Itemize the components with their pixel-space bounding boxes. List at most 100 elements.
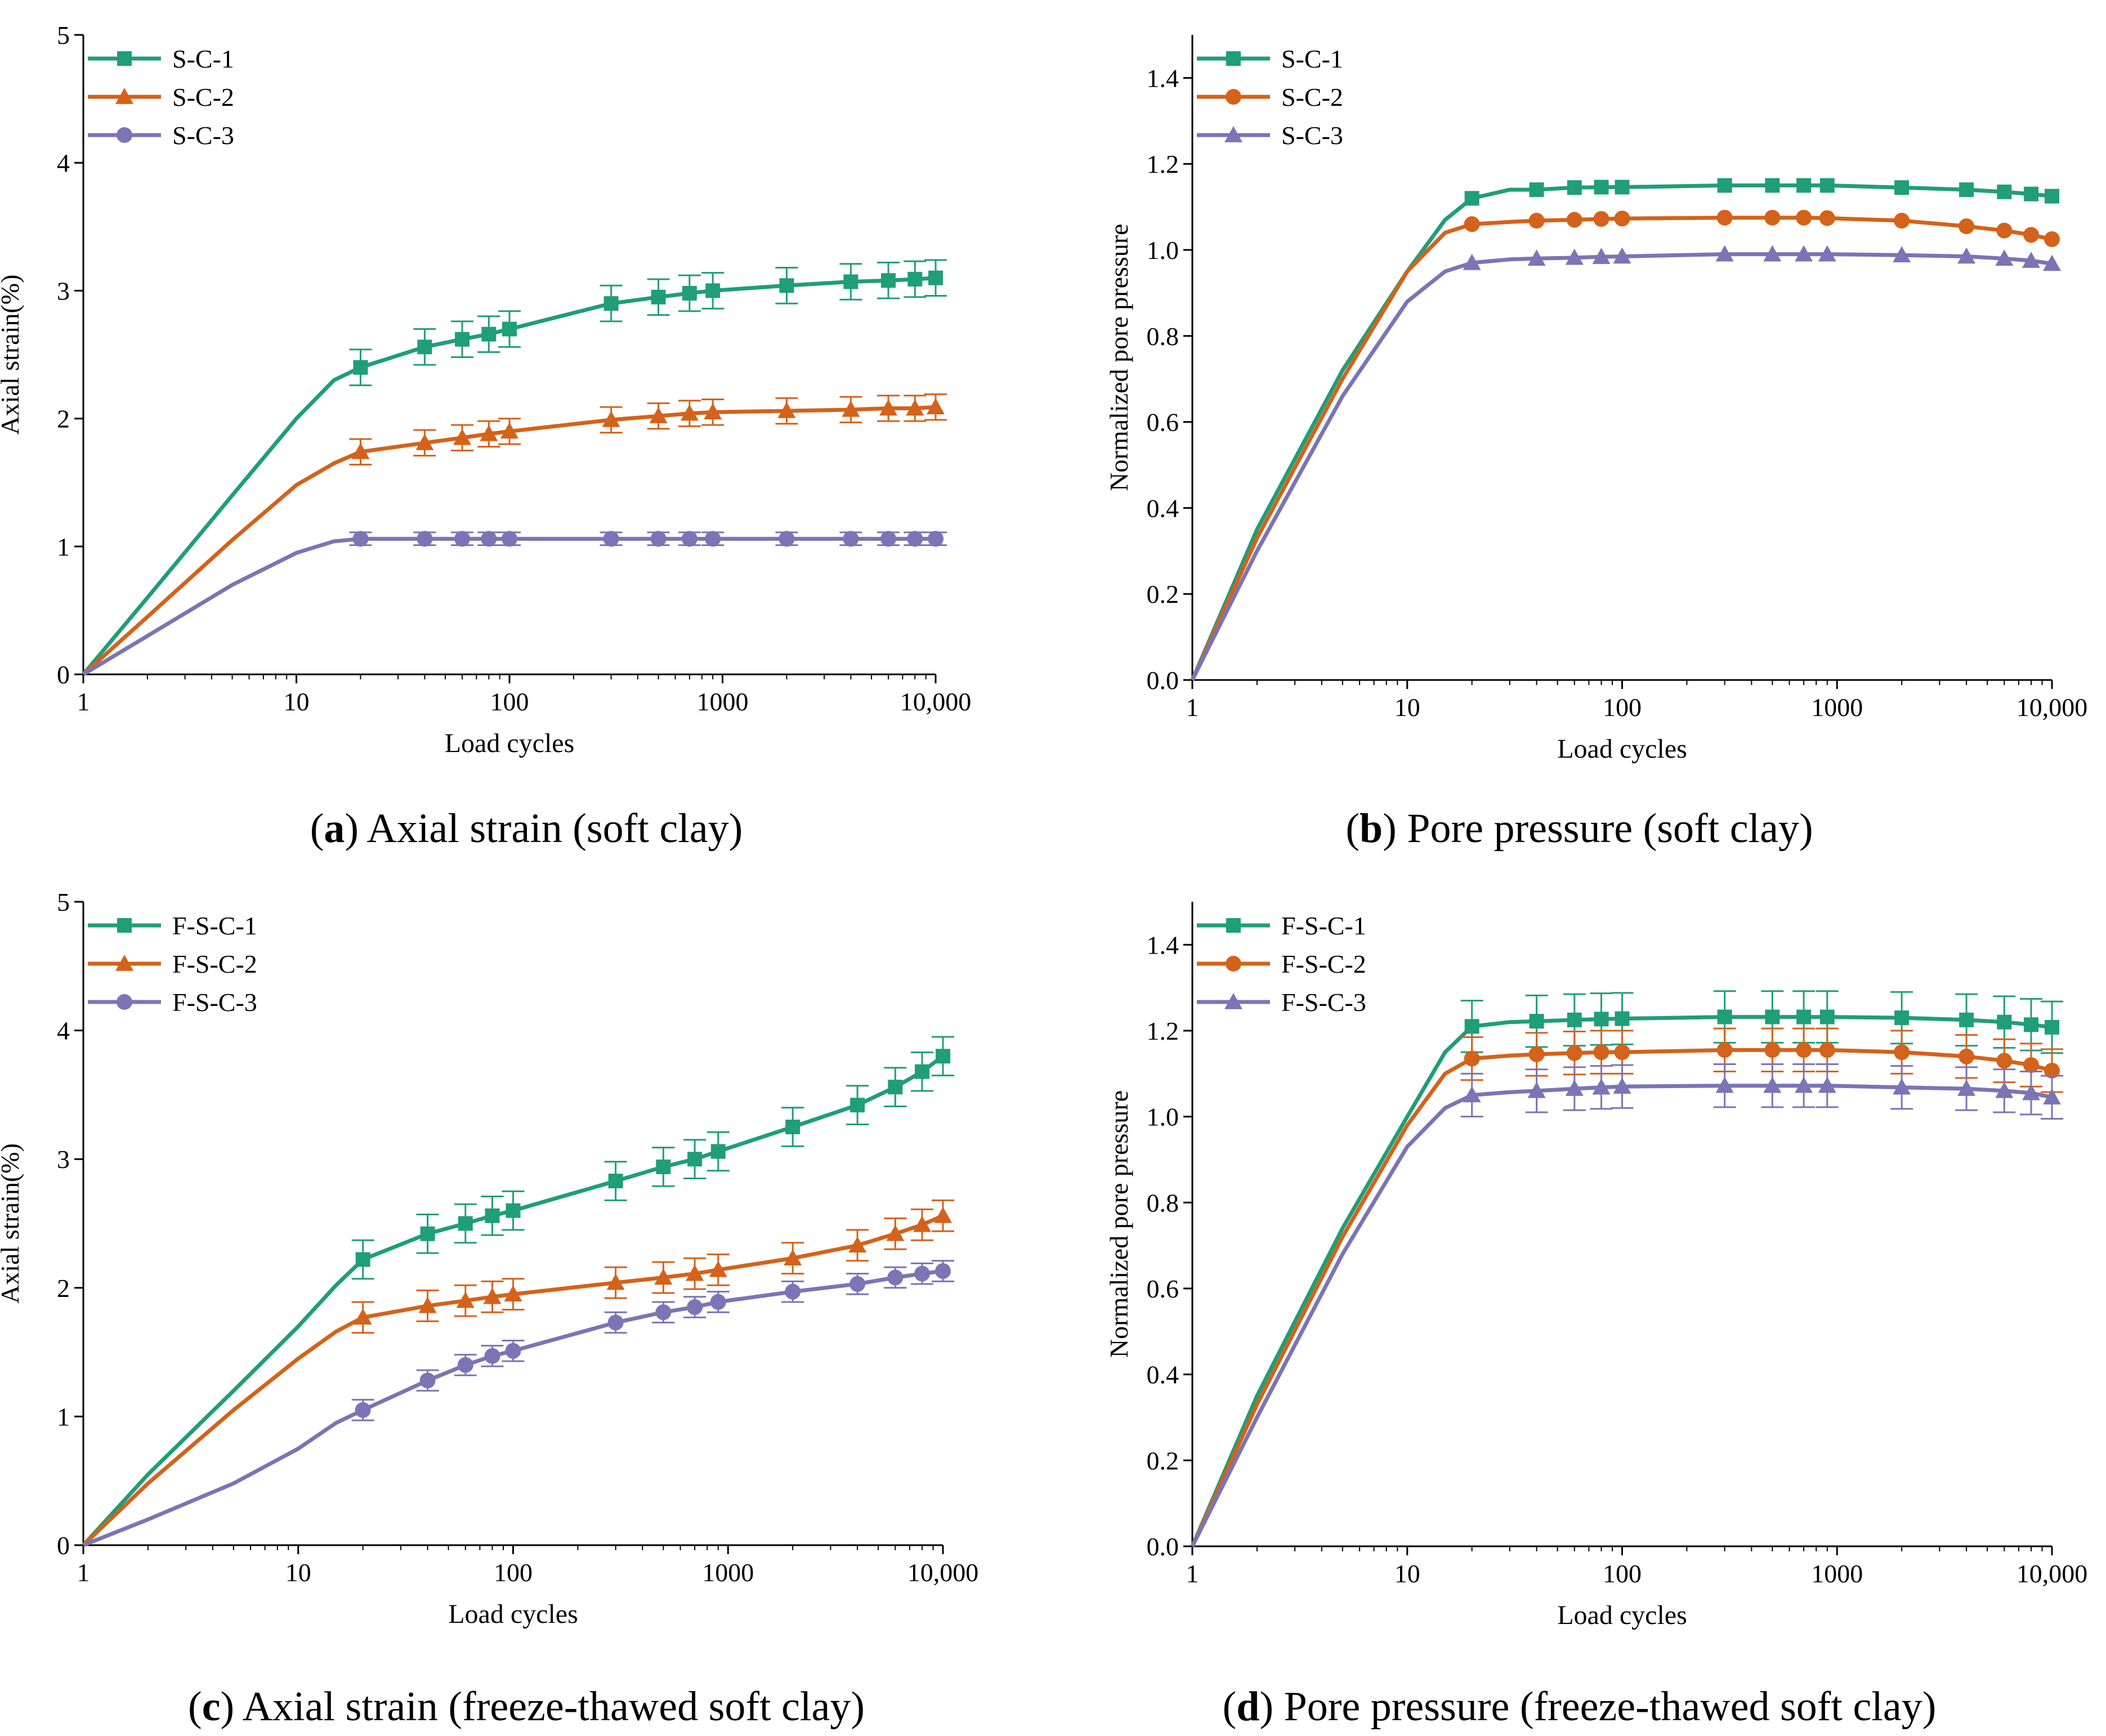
data-point	[1614, 211, 1630, 227]
y-tick-label: 1.2	[1147, 150, 1179, 178]
data-point	[705, 283, 721, 298]
y-tick-label: 2	[57, 405, 70, 433]
x-tick-label: 1	[77, 1558, 90, 1587]
chart-panel-b: 0.0 0.2 0.4 0.6 0.8 1.0 1.2 1.4 1 10 100 1000 10,000…	[1053, 0, 2106, 852]
data-point	[2044, 1062, 2060, 1079]
legend-label: S-C-1	[1281, 44, 1343, 73]
data-point	[915, 1064, 930, 1079]
data-point	[1593, 1044, 1609, 1061]
x-tick-label: 10	[285, 1558, 311, 1587]
data-point	[1997, 184, 2012, 199]
data-point	[886, 1224, 905, 1241]
y-tick-label: 0.8	[1147, 322, 1179, 351]
data-point	[1894, 213, 1910, 229]
data-point	[1565, 248, 1584, 265]
data-point	[2022, 1084, 2041, 1100]
x-axis-label: Load cycles	[1557, 734, 1687, 764]
data-point	[1796, 209, 1812, 226]
data-point	[2043, 1088, 2061, 1105]
data-point	[1565, 1080, 1584, 1096]
legend-marker	[1226, 956, 1241, 972]
data-point	[1763, 245, 1782, 262]
data-point	[603, 296, 619, 311]
legend-label: F-S-C-2	[172, 950, 257, 978]
series-S-C-2	[1190, 209, 2060, 681]
y-tick-label: 1.0	[1147, 1103, 1179, 1131]
data-point	[928, 270, 943, 285]
legend-marker	[1226, 918, 1241, 933]
y-tick-label: 1.4	[1147, 930, 1179, 959]
data-point	[1765, 178, 1780, 193]
legend-marker	[1226, 89, 1241, 105]
data-point	[458, 1216, 473, 1231]
data-point	[779, 278, 794, 293]
data-point	[602, 410, 620, 427]
x-tick-label: 1000	[697, 687, 749, 716]
data-point	[1795, 1076, 1813, 1093]
data-point	[709, 1260, 727, 1277]
data-point	[607, 1314, 624, 1331]
y-tick-label: 0	[57, 660, 70, 689]
data-point	[784, 1249, 802, 1266]
x-tick-label: 100	[1603, 693, 1642, 722]
data-point	[1959, 218, 1975, 234]
data-point	[1594, 180, 1609, 195]
data-point	[453, 428, 472, 445]
data-point	[1894, 180, 1910, 195]
data-point	[417, 531, 433, 547]
y-axis-label: Normalized pore pressure	[1105, 1090, 1133, 1358]
data-point	[485, 1208, 500, 1223]
caption-a-letter: a	[324, 806, 345, 852]
data-point	[352, 531, 369, 547]
data-point	[506, 1203, 521, 1218]
data-point	[1796, 1042, 1812, 1058]
x-axis-label: Load cycles	[445, 728, 575, 758]
chart-d-svg: 0.0 0.2 0.4 0.6 0.8 1.0 1.2 1.4 1 10 100 1000 10,000…	[1105, 902, 2088, 1630]
caption-d-letter: d	[1236, 1684, 1260, 1730]
data-point	[2022, 252, 2041, 268]
caption-d-text: Pore pressure (freeze-thawed soft clay)	[1273, 1684, 1937, 1730]
data-point	[651, 289, 666, 305]
y-tick-label: 0	[57, 1531, 70, 1560]
x-tick-label: 10,000	[900, 687, 972, 716]
data-point	[1464, 191, 1479, 206]
legend-label: F-S-C-1	[1281, 911, 1366, 940]
x-tick-label: 10,000	[2016, 1559, 2088, 1588]
data-point	[879, 399, 898, 416]
series-line	[1190, 216, 2053, 681]
y-tick-label: 0.4	[1147, 1361, 1179, 1389]
data-point	[1715, 245, 1734, 262]
data-point	[710, 1144, 726, 1159]
x-tick-label: 1	[1186, 1559, 1199, 1588]
data-point	[704, 403, 722, 420]
x-tick-label: 100	[494, 1558, 533, 1587]
data-point	[355, 1252, 370, 1267]
y-tick-label: 2	[57, 1274, 70, 1303]
data-point	[481, 531, 497, 547]
data-point	[1796, 1009, 1812, 1024]
data-point	[705, 531, 721, 547]
data-point	[934, 1206, 952, 1223]
data-point	[1566, 1045, 1582, 1061]
data-point	[650, 531, 667, 547]
data-point	[1529, 1014, 1544, 1029]
data-point	[850, 1098, 865, 1113]
data-point	[654, 1268, 673, 1285]
data-point	[881, 273, 896, 288]
data-point	[1567, 1012, 1582, 1027]
data-point	[1818, 1076, 1836, 1093]
x-tick-label: 10	[284, 687, 310, 716]
data-point	[1716, 1042, 1733, 1058]
data-point	[502, 321, 517, 337]
data-point	[649, 407, 668, 423]
data-point	[710, 1294, 726, 1310]
data-point	[1795, 245, 1813, 262]
data-point	[928, 531, 944, 547]
data-point	[927, 398, 945, 414]
data-point	[1995, 249, 2014, 266]
series-S-C-3	[82, 531, 947, 677]
legend-marker	[117, 51, 132, 66]
data-point	[2024, 186, 2039, 202]
x-tick-label: 1000	[1811, 1559, 1863, 1588]
data-point	[1463, 1086, 1481, 1103]
